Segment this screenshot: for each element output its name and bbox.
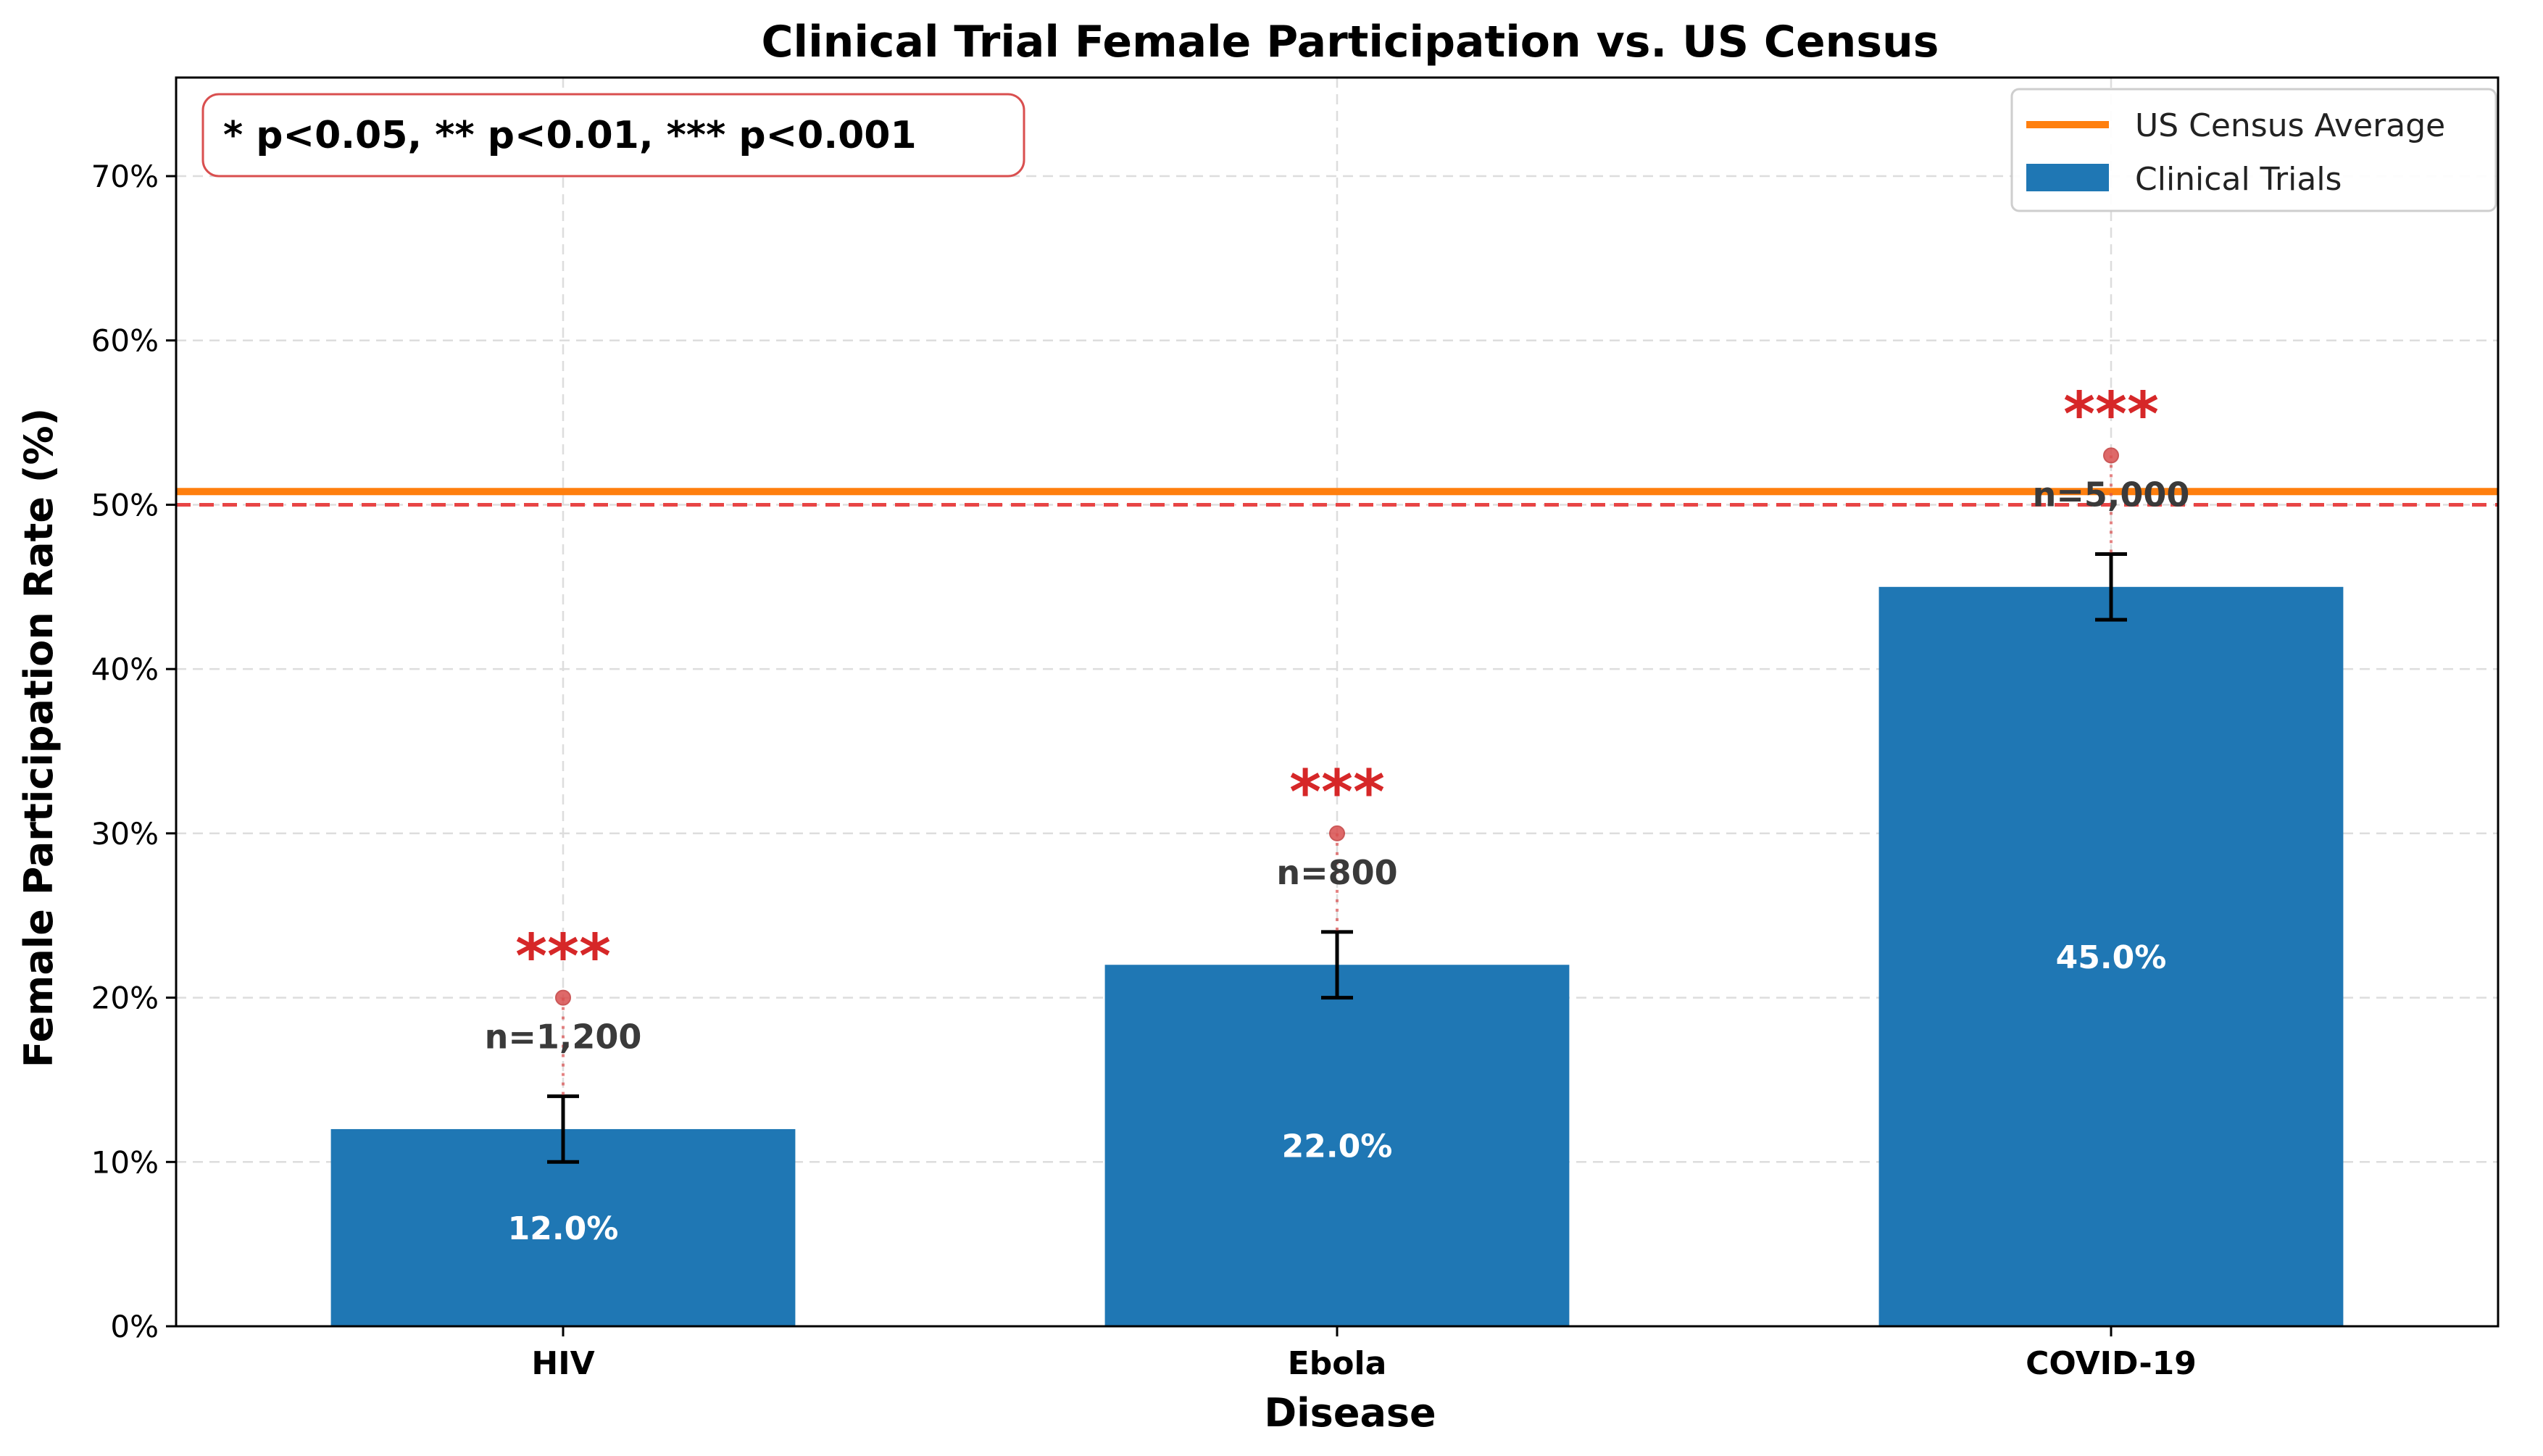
y-axis-ticks: 0% 10% 20% 30% 40% 50% 60% 70% (91, 159, 176, 1344)
y-axis-label: Female Participation Rate (%) (16, 408, 62, 1068)
significance-stars-1: *** (1289, 757, 1385, 828)
significance-stars-2: *** (2063, 378, 2159, 449)
significance-note-frame (201, 93, 1025, 178)
bars: 12.0% 22.0% 45.0% (330, 586, 2344, 1326)
y-tick-label-3: 30% (91, 816, 159, 852)
x-axis-label: Disease (1264, 1390, 1436, 1436)
bar-value-label-1: 22.0% (1282, 1128, 1393, 1165)
y-tick-label-4: 40% (91, 652, 159, 687)
x-tick-label-2: COVID-19 (2026, 1345, 2197, 1382)
legend: US Census Average Clinical Trials (2010, 88, 2497, 212)
x-tick-label-0: HIV (531, 1345, 594, 1382)
bar-1 (1104, 965, 1570, 1326)
x-axis-ticks: HIV Ebola COVID-19 (531, 1326, 2197, 1382)
significance-marker-0 (555, 989, 571, 1006)
annotations: n=1,200 *** n=800 *** n=5,000 *** (485, 378, 2190, 1164)
y-tick-label-6: 60% (91, 323, 159, 359)
y-tick-label-1: 10% (91, 1144, 159, 1180)
significance-marker-2 (2103, 447, 2119, 464)
chart-title: Clinical Trial Female Participation vs. … (761, 17, 1939, 67)
y-tick-label-7: 70% (91, 159, 159, 194)
sample-size-label-0: n=1,200 (485, 1018, 642, 1057)
y-tick-label-0: 0% (110, 1309, 159, 1344)
bar-2 (1878, 586, 2344, 1326)
bar-value-label-2: 45.0% (2056, 939, 2167, 976)
significance-note-text: * p<0.05, ** p<0.01, *** p<0.001 (223, 114, 917, 157)
significance-note: * p<0.05, ** p<0.01, *** p<0.001 (201, 93, 1025, 178)
sample-size-label-2: n=5,000 (2033, 475, 2190, 514)
x-tick-label-1: Ebola (1288, 1345, 1387, 1382)
legend-trials-swatch (2026, 164, 2109, 191)
legend-trials-label: Clinical Trials (2135, 161, 2342, 198)
y-tick-label-2: 20% (91, 981, 159, 1016)
legend-census-label: US Census Average (2135, 107, 2445, 144)
significance-marker-1 (1329, 825, 1345, 841)
y-tick-label-5: 50% (91, 487, 159, 523)
significance-stars-0: *** (515, 921, 611, 992)
legend-frame (2010, 88, 2497, 212)
sample-size-label-1: n=800 (1276, 853, 1397, 892)
bar-value-label-0: 12.0% (508, 1210, 619, 1247)
